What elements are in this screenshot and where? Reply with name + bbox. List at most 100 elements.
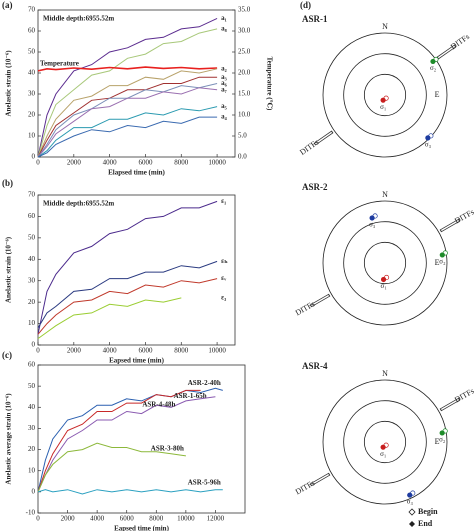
x-tick-label: 4000: [103, 159, 118, 167]
east-label: E: [435, 258, 440, 267]
stereonet-ring: [322, 32, 448, 158]
series-label: a₆: [221, 79, 227, 87]
x-tick-label: 12000: [207, 515, 225, 523]
legend-begin: Begin: [418, 507, 438, 516]
y2-tick-label: 10.0: [238, 111, 251, 119]
series-label: ASR-2-40h: [188, 379, 221, 387]
series-line: [37, 106, 218, 158]
stress-axis-label: σ₂: [430, 64, 437, 72]
panel-label: (a): [2, 0, 13, 10]
y-tick-label: 20: [28, 298, 36, 306]
stress-axis-point: [439, 252, 445, 258]
stress-axis-label: σ₂: [439, 258, 446, 266]
x-tick-label: 2000: [67, 159, 82, 167]
panel-label: (c): [2, 350, 12, 360]
series-line: [37, 28, 218, 158]
y2-axis-title: Temperature (℃): [265, 57, 273, 111]
y-tick-label: 70: [28, 191, 36, 199]
x-tick-label: 6000: [138, 159, 153, 167]
series-label: ε₁: [221, 197, 226, 205]
x-tick-label: 6000: [120, 515, 135, 523]
series-line: [37, 68, 218, 158]
x-tick-label: 10000: [177, 515, 195, 523]
stress-axis-point: [430, 58, 436, 65]
series-label: a₄: [221, 113, 228, 121]
x-tick-label: 4000: [103, 347, 118, 355]
y-tick-label: 30: [28, 424, 36, 432]
series-label: ε₃: [221, 293, 226, 301]
stress-axis-label: σ₃: [369, 221, 376, 229]
annotation-box: [40, 13, 132, 25]
stereonet-ring: [343, 53, 427, 137]
y-tick-label: 0: [32, 487, 36, 495]
panel-label: (b): [2, 178, 13, 188]
ditf-arrow-core: [314, 131, 333, 145]
series-line: [37, 17, 218, 158]
y-tick-label: 0: [32, 153, 36, 161]
series-line: [37, 278, 218, 335]
east-label: E: [435, 437, 440, 446]
x-tick-label: 0: [36, 159, 40, 167]
series-label: ASR-4-48h: [142, 400, 175, 408]
series-label: a₈: [221, 25, 227, 33]
y-tick-label: 60: [28, 27, 36, 35]
x-tick-label: 6000: [138, 347, 153, 355]
north-label: N: [382, 190, 388, 199]
panel-label: (d): [300, 0, 311, 10]
y-tick-label: 50: [28, 382, 36, 390]
stress-axis-label: σ₃: [425, 140, 432, 148]
ditf-label: DITFs: [449, 32, 471, 51]
y-tick-label: 50: [28, 48, 36, 56]
ditf-label: DITFs: [453, 386, 474, 404]
y-tick-label: 40: [28, 69, 36, 77]
x-tick-label: 4000: [90, 515, 105, 523]
y-tick-label: 50: [28, 233, 36, 241]
stress-axis-point: [380, 444, 386, 450]
y-tick-label: -10: [26, 509, 36, 517]
stereonet-ring: [343, 400, 427, 484]
stress-axis-point: [369, 215, 375, 221]
east-label: E: [435, 90, 440, 99]
y2-tick-label: 0.0: [238, 153, 247, 161]
y-tick-label: 40: [28, 403, 36, 411]
stress-axis-label: σ₂: [439, 436, 446, 444]
ditf-label: DITFs: [298, 138, 320, 157]
y-tick-label: 70: [28, 6, 36, 14]
y-tick-label: 10: [28, 319, 36, 327]
legend-end-symbol: [409, 521, 415, 527]
stereonet-title: ASR-1: [302, 14, 328, 24]
series-line: [37, 87, 218, 158]
y-tick-label: 20: [28, 445, 36, 453]
stereonet-ring: [322, 200, 448, 326]
stereonet-ring: [322, 379, 448, 505]
x-tick-label: 10000: [208, 347, 226, 355]
y2-tick-label: 5.0: [238, 132, 247, 140]
stereonet-ring: [343, 221, 427, 305]
series-line: [37, 66, 218, 72]
x-tick-label: 8000: [174, 159, 189, 167]
series-label: a₃: [221, 73, 227, 81]
plot-frame: [37, 194, 236, 346]
ditf-arrow-core: [437, 45, 456, 59]
x-tick-label: 8000: [174, 347, 189, 355]
stress-axis-point: [380, 276, 387, 283]
stress-axis-point: [407, 492, 413, 498]
series-label: ASR-5-96h: [188, 478, 221, 486]
ditf-label: DITFs: [294, 299, 317, 317]
stress-axis-point: [425, 135, 431, 141]
annotation: Middle depth:6955.52m: [43, 15, 114, 23]
y2-tick-label: 25.0: [238, 48, 251, 56]
ditf-arrow-core: [440, 219, 459, 232]
y-tick-label: 30: [28, 276, 36, 284]
x-tick-label: 0: [36, 515, 40, 523]
series-label: εₕ: [221, 257, 228, 265]
ditf-arrow-core: [311, 294, 330, 307]
x-tick-label: 0: [36, 347, 40, 355]
series-line: [37, 396, 216, 493]
y-tick-label: 30: [28, 90, 36, 98]
y-tick-label: 40: [28, 255, 36, 263]
ditf-label: DITFs: [453, 207, 474, 225]
x-tick-label: 2000: [61, 515, 76, 523]
